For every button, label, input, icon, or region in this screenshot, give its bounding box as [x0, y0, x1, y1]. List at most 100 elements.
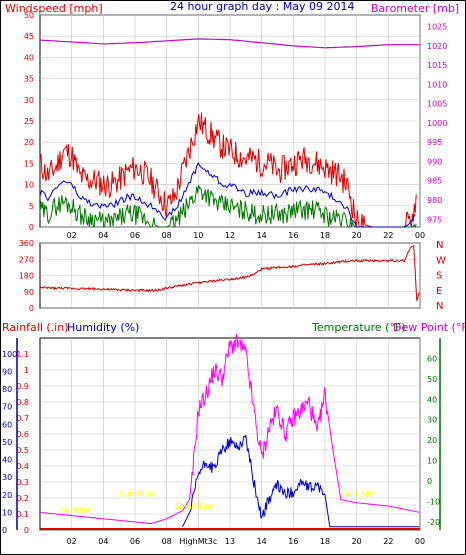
x-tick-label: 00	[415, 537, 425, 546]
x-tick-label: 14	[257, 231, 267, 240]
y-tick-label-barometer: 985	[427, 177, 442, 186]
series-barometer	[39, 38, 420, 49]
x-tick-label: 10	[193, 231, 203, 240]
y-tick-label-wind: 35	[24, 75, 34, 84]
y-tick-label-barometer: 990	[427, 157, 442, 166]
series-gust	[39, 112, 417, 228]
y-tick-label-temperature: 50	[427, 375, 437, 384]
y-tick-label-barometer: 980	[427, 196, 442, 205]
y-tick-label-wind: 15	[24, 159, 34, 168]
y-tick-label-barometer: 1010	[427, 80, 447, 89]
x-tick-label: 08	[162, 537, 172, 546]
y-tick-label-temperature: 10	[427, 457, 437, 466]
rainfall-label: Rainfall (.in)	[2, 321, 69, 334]
compass-label: E	[436, 286, 442, 297]
y-tick-label-rain: 0.9	[16, 382, 29, 391]
y-tick-label-humidity: 30	[2, 473, 12, 482]
y-tick-label-barometer: 995	[427, 138, 442, 147]
barometer-label: Barometer [mb]	[371, 2, 459, 15]
y-tick-label-temperature: 30	[427, 416, 437, 425]
y-tick-label-rain: 1	[24, 366, 29, 375]
y-tick-label-barometer: 1020	[427, 42, 447, 51]
y-tick-label-humidity: 60	[2, 420, 12, 429]
x-tick-label: 14	[257, 537, 267, 546]
compass-label: N	[436, 240, 443, 251]
y-tick-label-direction: 180	[19, 272, 34, 281]
y-tick-label-rain: 1.1	[16, 350, 29, 359]
y-tick-label-temperature: 20	[427, 436, 437, 445]
y-tick-label-rain: 0	[24, 526, 29, 535]
y-tick-label-direction: 270	[19, 255, 34, 264]
windspeed-label: Windspeed [mph]	[5, 2, 103, 15]
y-tick-label-humidity: 40	[2, 456, 12, 465]
y-tick-label-humidity: 80	[2, 385, 12, 394]
y-tick-label-temperature: 60	[427, 354, 437, 363]
series-temperature	[182, 434, 420, 528]
compass-label: W	[436, 255, 446, 266]
compass-label: S	[436, 271, 442, 282]
y-tick-label-wind: 45	[24, 32, 34, 41]
y-tick-label-barometer: 975	[427, 215, 442, 224]
y-tick-label-barometer: 1025	[427, 23, 447, 32]
y-tick-label-humidity: 10	[2, 508, 12, 517]
x-tick-label: 18	[320, 231, 330, 240]
rain-humidity-temp-chart: 0 0.1 0.2 0.3 0.4 0.5 0.6 0.7 0.8 0.9 1 1.1 0 10 20 30 4…	[2, 321, 466, 546]
x-tick-label: 00	[415, 231, 425, 240]
humidity-label: Humidity (%)	[67, 321, 139, 334]
x-tick-label: 16	[288, 537, 298, 546]
y-tick-label-temperature: -10	[427, 497, 440, 506]
temperature-label: Temperature (°F)	[311, 321, 406, 334]
x-tick-label: 02	[67, 231, 77, 240]
x-tick-label: 06	[130, 537, 140, 546]
y-tick-label-humidity: 0	[2, 526, 7, 535]
y-tick-label-rain: 0.2	[16, 494, 29, 503]
x-tick-label: 06	[130, 231, 140, 240]
x-tick-label: 16	[288, 231, 298, 240]
x-tick-label: 13	[225, 537, 235, 546]
x-tick-label: 22	[383, 537, 393, 546]
y-tick-label-rain: 0.7	[16, 414, 29, 423]
sun-annotation: Sunrise	[61, 505, 91, 514]
x-tick-label: 04	[98, 537, 108, 546]
x-tick-label: 02	[67, 537, 77, 546]
y-tick-label-wind: 0	[29, 223, 34, 232]
y-tick-label-wind: 20	[24, 138, 34, 147]
y-tick-label-humidity: 50	[2, 438, 12, 447]
y-tick-label-humidity: 70	[2, 403, 12, 412]
series-lull	[39, 185, 417, 229]
y-tick-label-wind: 40	[24, 53, 34, 62]
series-direction	[39, 244, 420, 301]
x-tick-label: 08	[162, 231, 172, 240]
y-tick-label-humidity: 20	[2, 491, 12, 500]
sun-annotation: Solar Rise	[175, 502, 215, 511]
compass-label: N	[436, 301, 443, 312]
x-tick-label: 20	[352, 537, 362, 546]
x-tick-label: 04	[98, 231, 108, 240]
y-tick-label-humidity: 90	[2, 367, 12, 376]
y-tick-label-barometer: 1000	[427, 119, 447, 128]
chart-title: 24 hour graph day : May 09 2014	[170, 0, 355, 13]
y-tick-label-rain: 0.8	[16, 398, 29, 407]
x-tick-label: 22	[383, 231, 393, 240]
x-tick-label: 20	[352, 231, 362, 240]
dewpoint-label: Dew Point (°F)	[393, 321, 466, 334]
y-tick-label-wind: 25	[24, 117, 34, 126]
y-tick-label-barometer: 1015	[427, 61, 447, 70]
wind-barometer-chart: 0510152025303540455097598098599099510001…	[5, 0, 459, 240]
series-average	[39, 162, 416, 228]
y-tick-label-humidity: 100	[2, 350, 17, 359]
y-tick-label-barometer: 1005	[427, 100, 447, 109]
y-tick-label-temperature: -20	[427, 518, 440, 527]
y-tick-label-rain: 0.3	[16, 478, 29, 487]
series-dewpoint	[39, 333, 420, 525]
sun-annotation: Sun Rise	[119, 489, 154, 498]
y-tick-label-direction: 0	[29, 304, 34, 313]
y-tick-label-direction: 90	[24, 288, 34, 297]
x-tick-label: 18	[320, 537, 330, 546]
y-tick-label-temperature: 40	[427, 395, 437, 404]
y-tick-label-rain: 0.4	[16, 462, 29, 471]
y-tick-label-wind: 5	[29, 202, 34, 211]
y-tick-label-wind: 10	[24, 181, 34, 190]
